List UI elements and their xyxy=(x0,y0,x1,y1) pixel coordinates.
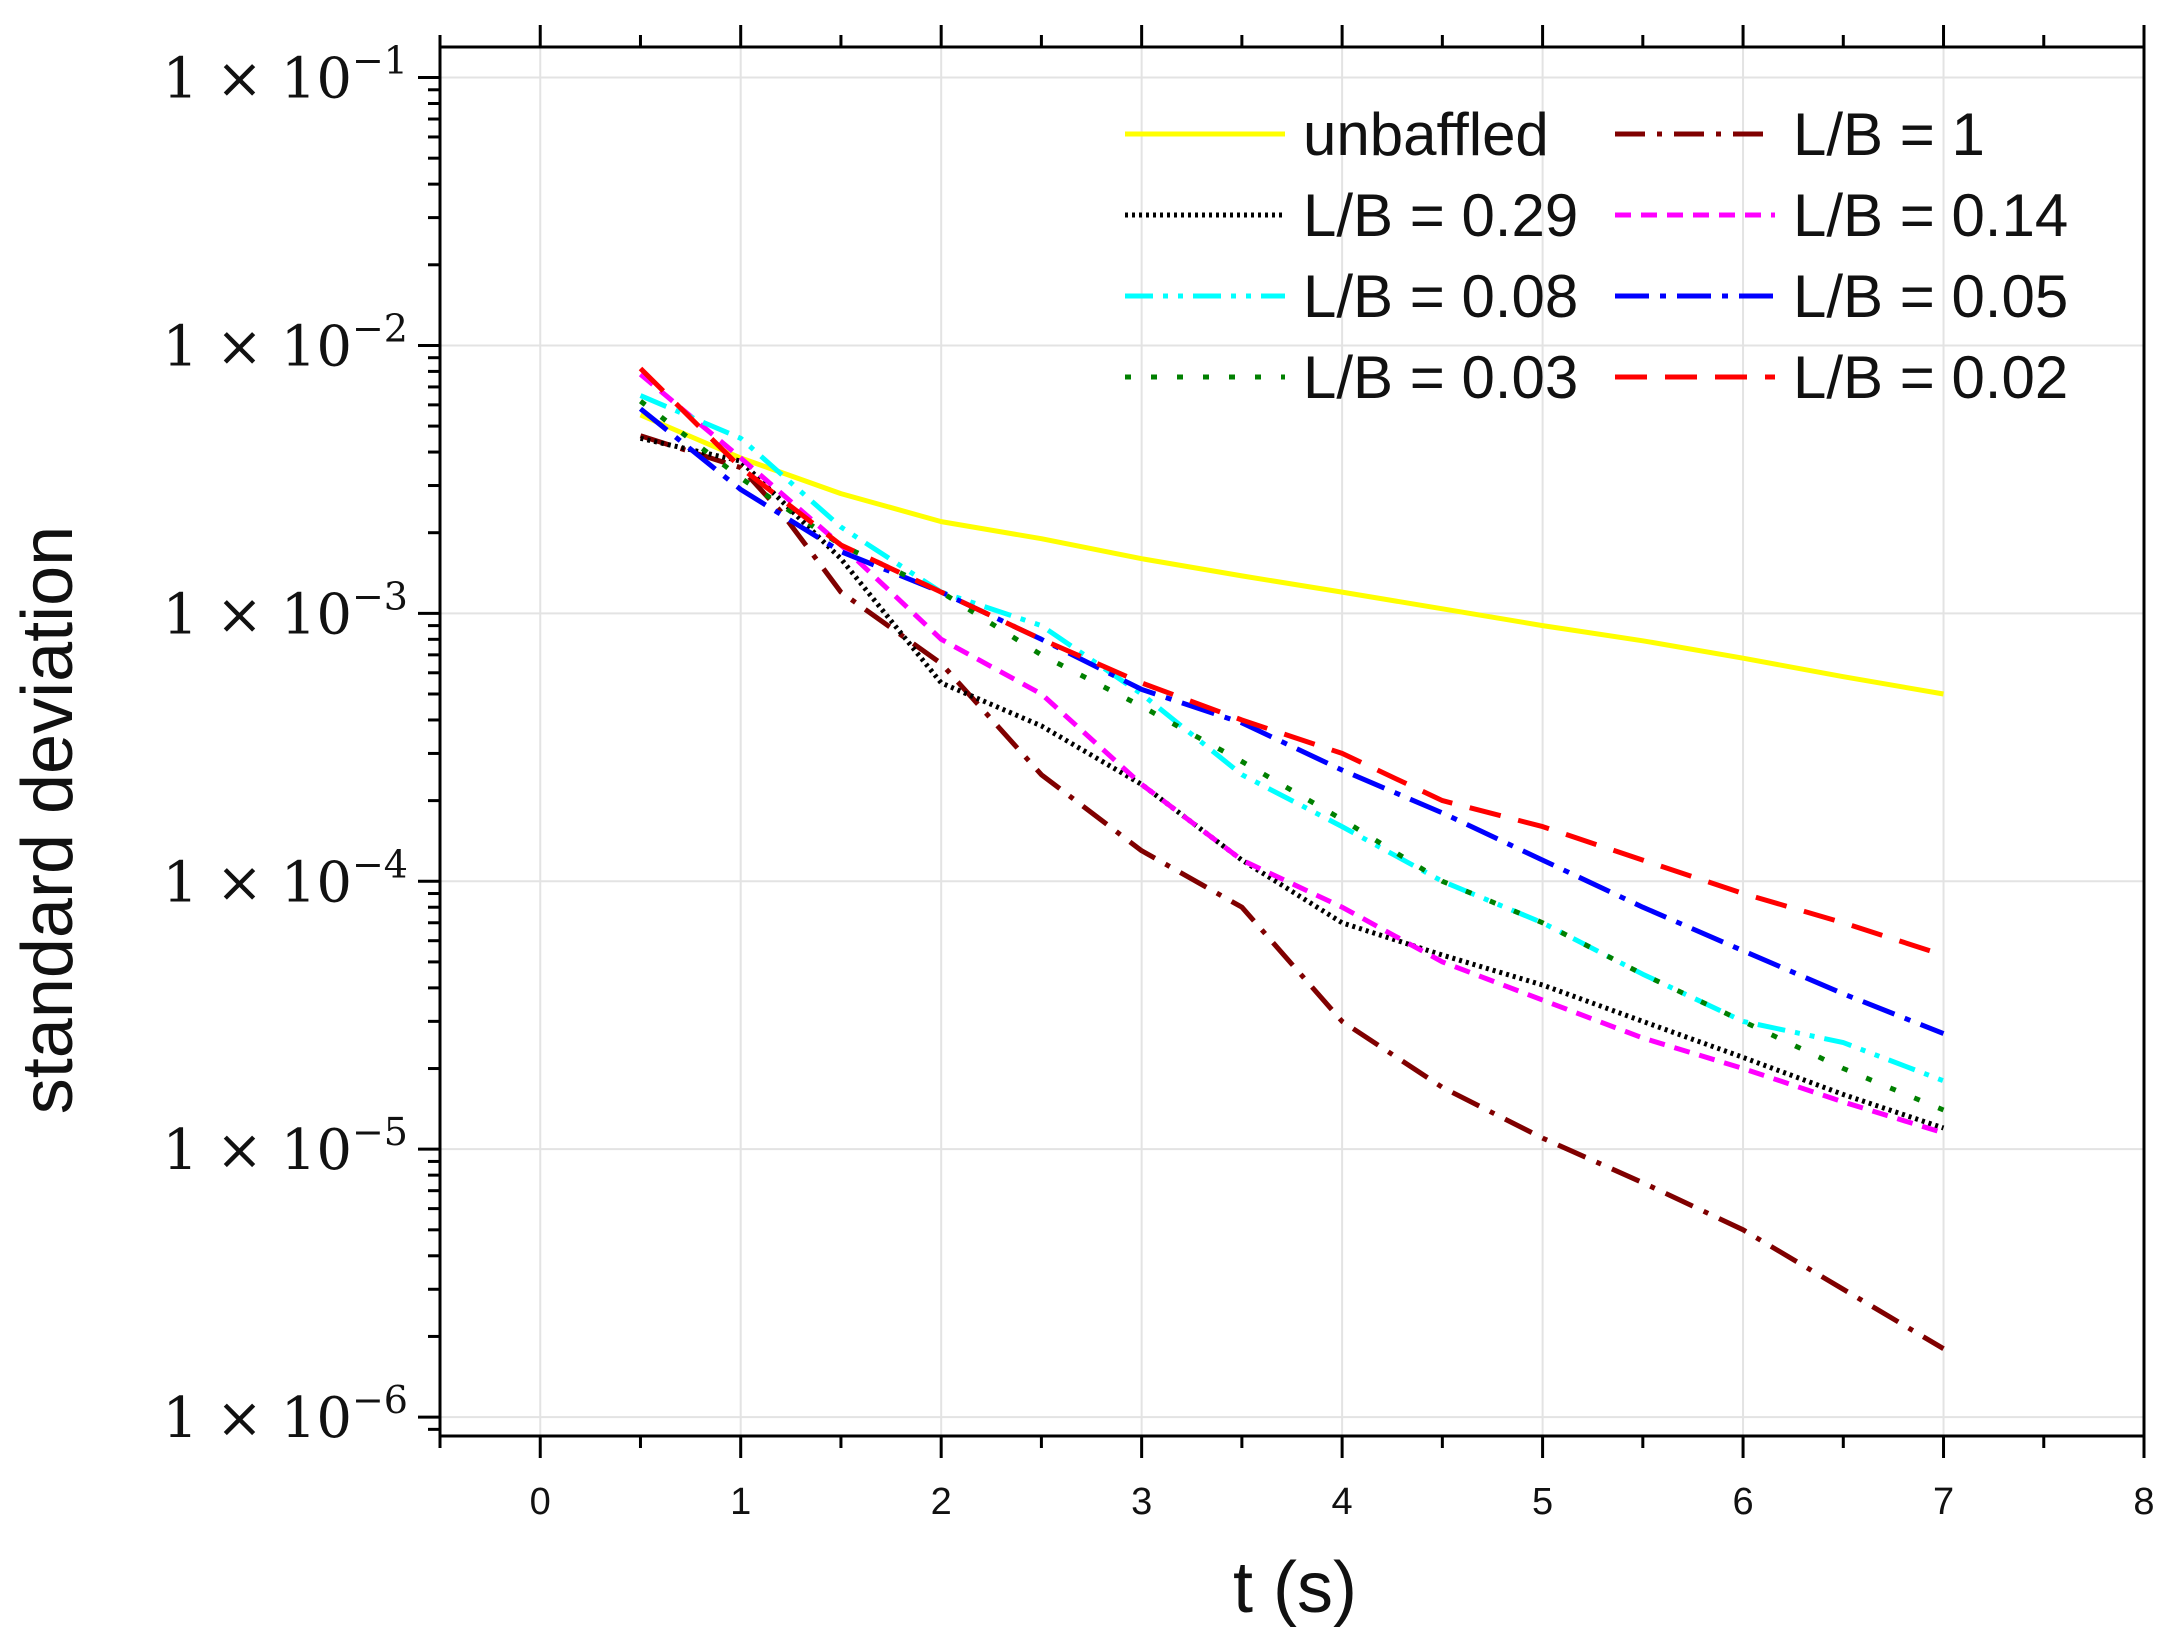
axes: 0 1 2 3 4 5 6 7 8 1 × 10−6 1 × 10−5 1 × 10−4 1 × 10−… xyxy=(163,25,2155,1523)
y-tick-label: 1 × 10−3 xyxy=(163,574,408,647)
x-tick-label: 6 xyxy=(1732,1481,1753,1523)
legend-label: L/B = 0.14 xyxy=(1793,182,2068,249)
series-line-1 xyxy=(639,412,1944,697)
x-tick-label: 7 xyxy=(1933,1481,1954,1523)
series-line-7 xyxy=(638,399,1945,1113)
y-tick-label: 1 × 10−4 xyxy=(163,842,408,915)
y-tick-label: 1 × 10−6 xyxy=(163,1378,408,1451)
x-tick-label: 8 xyxy=(2133,1481,2154,1523)
legend-label: L/B = 0.29 xyxy=(1303,182,1578,249)
legend-label: L/B = 0.05 xyxy=(1793,263,2068,330)
legend: unbaffled L/B = 1 L/B = 0.29 L/B = 0.14 L/B … xyxy=(1125,101,2068,411)
x-axis-title: t (s) xyxy=(1233,1548,1357,1628)
plot-frame xyxy=(438,45,2146,1438)
legend-label: L/B = 0.08 xyxy=(1303,263,1578,330)
legend-label: L/B = 0.03 xyxy=(1303,344,1578,411)
x-tick-label: 2 xyxy=(931,1481,952,1523)
x-tick-label: 4 xyxy=(1332,1481,1353,1523)
y-axis-title: standard deviation xyxy=(8,526,88,1114)
legend-label: L/B = 0.02 xyxy=(1793,344,2068,411)
x-tick-label: 3 xyxy=(1131,1481,1152,1523)
legend-label: unbaffled xyxy=(1303,101,1549,168)
y-tick-label: 1 × 10−2 xyxy=(163,306,408,379)
x-tick-label: 5 xyxy=(1532,1481,1553,1523)
x-tick-label: 1 xyxy=(730,1481,751,1523)
series-line-5 xyxy=(639,393,1945,1084)
series-line-2 xyxy=(639,433,1945,1351)
series-line-3 xyxy=(639,435,1945,1131)
y-tick-label: 1 × 10−5 xyxy=(163,1110,408,1183)
legend-label: L/B = 1 xyxy=(1793,101,1985,168)
series-line-6 xyxy=(638,406,1945,1036)
plot-series xyxy=(638,366,1945,1351)
grid xyxy=(440,47,2144,1436)
y-tick-label: 1 × 10−1 xyxy=(163,39,408,112)
series-line-8 xyxy=(638,366,1945,958)
x-tick-label: 0 xyxy=(530,1481,551,1523)
